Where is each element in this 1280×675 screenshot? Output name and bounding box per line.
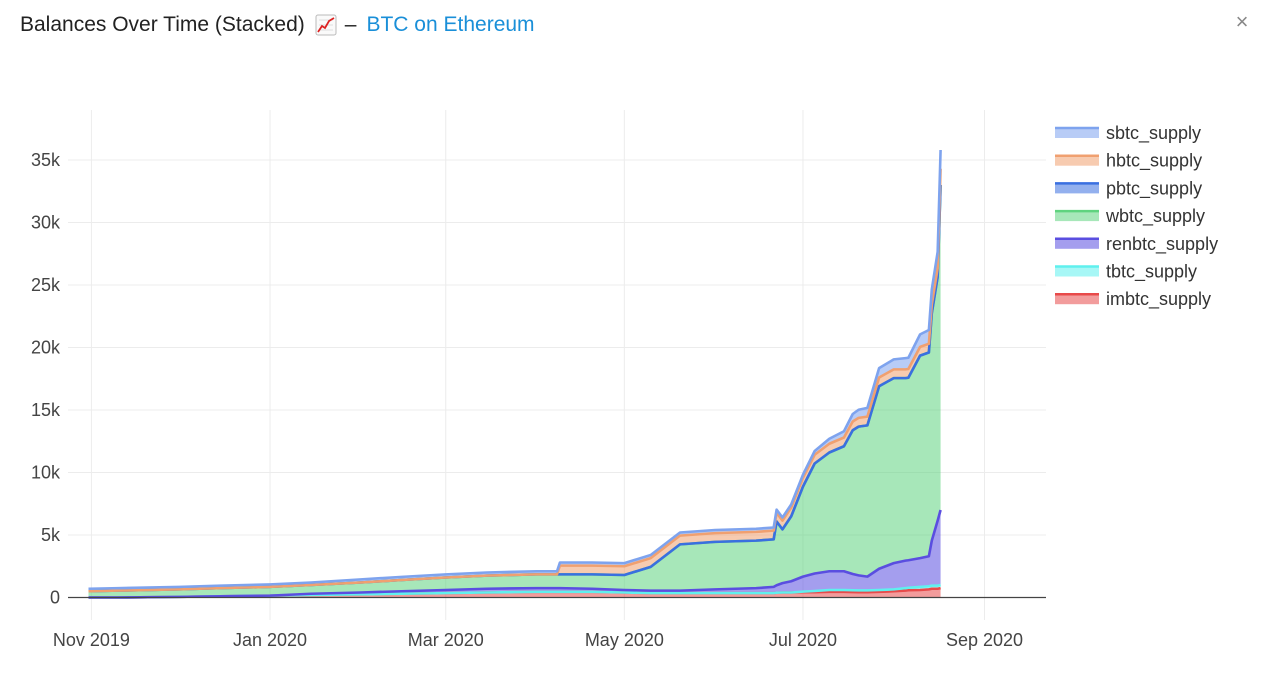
legend-item-hbtc_supply[interactable]: hbtc_supply [1055,151,1202,172]
y-tick-label: 30k [31,213,61,233]
chart-header: Balances Over Time (Stacked) – BTC on Et… [20,10,535,40]
legend-swatch [1055,211,1099,222]
legend-label: sbtc_supply [1106,123,1201,144]
legend-swatch [1055,155,1099,166]
renbtc_supply-line [88,509,942,599]
y-tick-label: 20k [31,338,61,358]
close-button[interactable]: × [1230,10,1254,34]
legend[interactable]: sbtc_supply hbtc_supply pbtc_supply wbtc_su… [1055,123,1218,310]
btc-on-ethereum-link[interactable]: BTC on Ethereum [366,13,535,36]
legend-item-pbtc_supply[interactable]: pbtc_supply [1055,178,1202,199]
legend-label: tbtc_supply [1106,262,1197,283]
y-tick-label: 10k [31,463,61,483]
chart-increasing-icon [315,14,337,36]
legend-label: hbtc_supply [1106,151,1202,172]
area-series [88,150,941,598]
close-icon: × [1235,9,1249,34]
wbtc_supply-area [88,185,941,598]
legend-item-renbtc_supply[interactable]: renbtc_supply [1055,234,1218,255]
legend-item-wbtc_supply[interactable]: wbtc_supply [1055,206,1205,227]
series-lines [88,149,942,599]
legend-swatch [1055,238,1099,249]
legend-item-sbtc_supply[interactable]: sbtc_supply [1055,123,1201,144]
legend-item-imbtc_supply[interactable]: imbtc_supply [1055,289,1211,310]
legend-swatch [1055,266,1099,277]
x-tick-label: Jul 2020 [769,630,837,650]
title-separator: – [344,13,357,36]
y-tick-label: 15k [31,400,61,420]
legend-label: wbtc_supply [1105,206,1205,227]
tbtc_supply-line [88,583,941,599]
y-tick-label: 25k [31,275,61,295]
x-tick-label: Sep 2020 [946,630,1023,650]
x-tick-label: Nov 2019 [53,630,130,650]
hbtc_supply-line [88,168,942,593]
y-tick-label: 5k [41,525,61,545]
axes: Nov 2019 Jan 2020 Mar 2020 May 2020 Jul 2020… [31,150,1046,650]
x-tick-label: Mar 2020 [408,630,484,650]
renbtc_supply-area [88,510,941,598]
chart-title: Balances Over Time (Stacked) [20,13,305,36]
x-tick-label: Jan 2020 [233,630,307,650]
legend-label: renbtc_supply [1106,234,1218,255]
legend-swatch [1055,128,1099,138]
legend-label: imbtc_supply [1106,289,1211,310]
x-tick-label: May 2020 [585,630,664,650]
legend-item-tbtc_supply[interactable]: tbtc_supply [1055,262,1197,283]
legend-label: pbtc_supply [1106,178,1202,199]
sbtc_supply-line [88,149,942,591]
legend-swatch [1055,294,1099,305]
legend-swatch [1055,183,1099,194]
y-tick-label: 0 [50,588,60,608]
y-tick-label: 35k [31,150,61,170]
